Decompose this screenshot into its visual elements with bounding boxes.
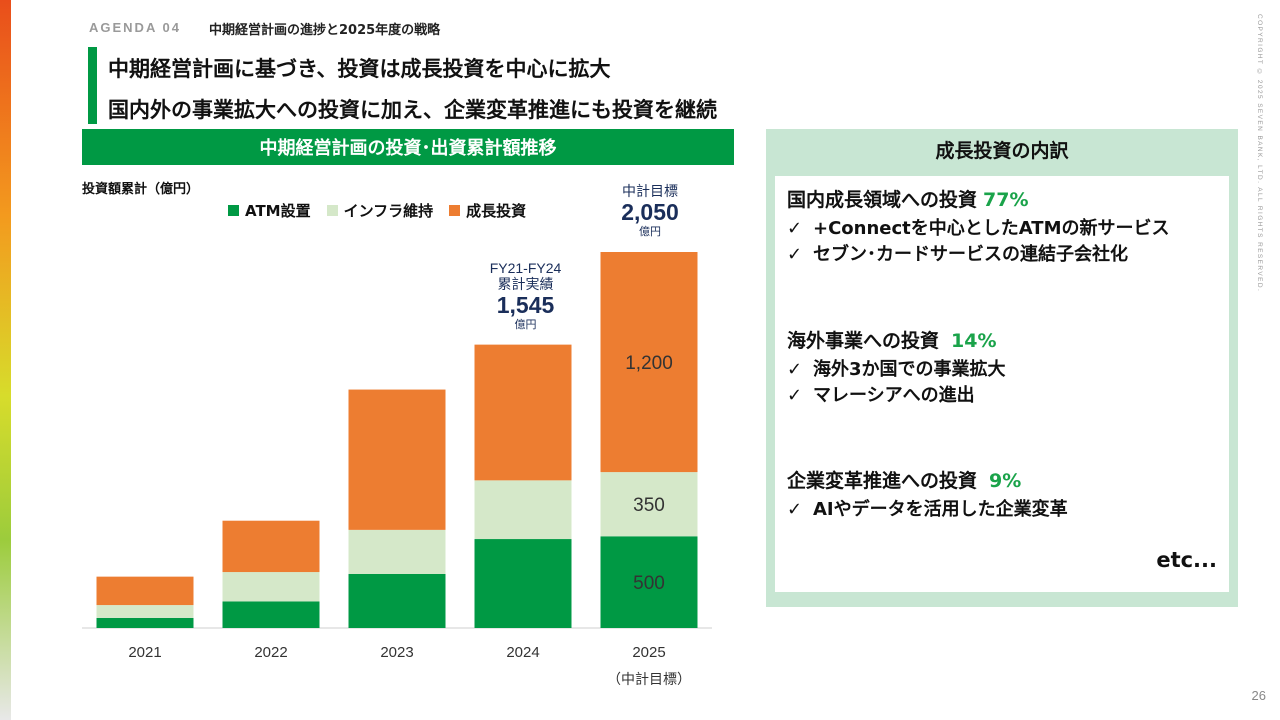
legend-label-infra: インフラ維持 (343, 202, 434, 220)
list-item: ✓ 海外3か国での事業拡大 (787, 355, 1006, 381)
section-overseas-heading: 海外事業への投資 14% (787, 326, 997, 353)
legend-label-atm: ATM設置 (245, 202, 311, 220)
bar-2021-atm (96, 617, 194, 628)
check-icon: ✓ (787, 244, 803, 265)
bar-2022-infra (222, 572, 320, 602)
stacked-bar-chart: 2021 2022 2023 2024 2025 （中計目標） 500 350 1,200 (82, 252, 712, 688)
list-item: ✓ +Connectを中心としたATMの新サービス (787, 214, 1170, 240)
section-transformation-label: 企業変革推進への投資 (787, 470, 978, 492)
agenda-title: 中期経営計画の進捗と2025年度の戦略 (209, 23, 441, 38)
bar-2021-infra (96, 605, 194, 618)
target-value: 2,050 (621, 199, 679, 226)
data-label: 1,200 (625, 353, 673, 374)
legend-item-infra: インフラ維持 (326, 200, 434, 221)
chart-ylabel: 投資額累計（億円） (82, 182, 200, 197)
bar-2024-atm (474, 539, 572, 628)
legend-swatch-infra (326, 205, 338, 216)
section-domestic-label: 国内成長領域への投資 (787, 189, 978, 211)
target-unit: 億円 (639, 225, 661, 238)
growth-breakdown-panel: 成長投資の内訳 国内成長領域への投資 77% ✓ +Connectを中心としたATM… (766, 129, 1238, 607)
x-tick-label: 2025 (632, 644, 665, 661)
bar-2023-growth (348, 389, 446, 530)
section-overseas-label: 海外事業への投資 (787, 330, 940, 352)
list-item-text: AIやデータを活用した企業変革 (813, 499, 1068, 520)
bar-2025-infra (600, 472, 698, 537)
x-tick-label: 2021 (128, 644, 161, 661)
legend-swatch-growth (449, 205, 461, 216)
check-icon: ✓ (787, 218, 803, 239)
target-annotation: 中計目標 2,050 億円 (590, 183, 710, 238)
etc-label: etc... (1156, 548, 1217, 572)
fy2124-unit: 億円 (514, 318, 537, 331)
list-item: ✓ AIやデータを活用した企業変革 (787, 495, 1068, 521)
list-item: ✓ マレーシアへの進出 (787, 381, 975, 407)
check-icon: ✓ (787, 385, 803, 406)
list-item: ✓ セブン･カードサービスの連結子会社化 (787, 240, 1128, 266)
data-label: 500 (633, 573, 665, 594)
headline-1: 中期経営計画に基づき、投資は成長投資を中心に拡大 (108, 57, 611, 81)
x-tick-label: 2024 (506, 644, 539, 661)
growth-breakdown-body: 国内成長領域への投資 77% ✓ +Connectを中心としたATMの新サービス ✓… (775, 176, 1229, 592)
list-item-text: マレーシアへの進出 (813, 385, 975, 406)
chart-banner: 中期経営計画の投資･出資累計額推移 (82, 129, 734, 165)
headline-accent-bar (88, 47, 97, 124)
bar-2024-infra (474, 480, 572, 540)
section-overseas-pct: 14% (951, 330, 997, 352)
section-transformation-heading: 企業変革推進への投資 9% (787, 466, 1021, 493)
bar-2023-atm (348, 573, 446, 628)
x-tick-label: 2023 (380, 644, 413, 661)
bar-2023-infra (348, 529, 446, 574)
target-line1: 中計目標 (622, 183, 678, 199)
legend-item-atm: ATM設置 (228, 200, 311, 221)
legend-item-growth: 成長投資 (449, 200, 526, 221)
fy2124-line1: FY21-FY24 (489, 260, 562, 276)
x-tick-sublabel: （中計目標） (607, 672, 691, 688)
agenda-label: AGENDA 04 (89, 20, 181, 35)
check-icon: ✓ (787, 359, 803, 380)
data-label: 350 (633, 495, 665, 516)
bar-2024-growth (474, 344, 572, 481)
bar-2025-atm (600, 536, 698, 628)
bar-2025-growth (600, 252, 698, 473)
fy2124-line2: 累計実績 (497, 276, 554, 293)
copyright-notice: COPYRIGHT © 2025 SEVEN BANK, LTD. ALL RI… (1256, 14, 1263, 293)
check-icon: ✓ (787, 499, 803, 520)
chart-legend: ATM設置 インフラ維持 成長投資 (228, 200, 526, 221)
legend-label-growth: 成長投資 (466, 202, 527, 220)
list-item-text: 海外3か国での事業拡大 (813, 359, 1006, 380)
section-transformation-pct: 9% (989, 470, 1022, 492)
section-domestic-heading: 国内成長領域への投資 77% (787, 185, 1029, 212)
bar-2021-growth (96, 576, 194, 606)
headline-2: 国内外の事業拡大への投資に加え、企業変革推進にも投資を継続 (108, 98, 717, 122)
bar-2022-growth (222, 520, 320, 573)
fy2124-annotation: FY21-FY24 累計実績 1,545 億円 (468, 260, 583, 331)
section-domestic-pct: 77% (983, 189, 1029, 211)
list-item-text: セブン･カードサービスの連結子会社化 (813, 244, 1128, 265)
fy2124-value: 1,545 (496, 292, 555, 319)
growth-breakdown-title: 成長投資の内訳 (935, 139, 1069, 162)
legend-swatch-atm (228, 205, 239, 216)
left-accent-stripe (0, 0, 11, 720)
page-number: 26 (1251, 688, 1266, 703)
bar-2022-atm (222, 601, 320, 628)
list-item-text: +Connectを中心としたATMの新サービス (813, 218, 1170, 239)
x-tick-label: 2022 (254, 644, 287, 661)
